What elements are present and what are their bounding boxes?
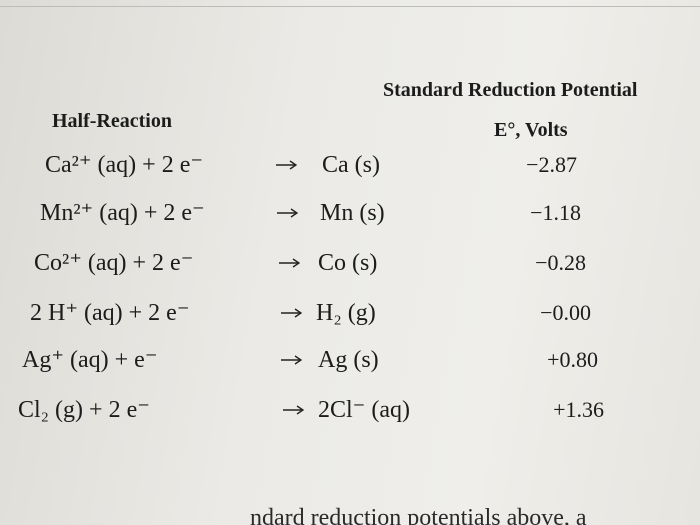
potential: −1.18 (530, 200, 581, 225)
products: Ag (s) (318, 347, 379, 373)
reactants: Cl₂ (g) + 2 e⁻ (18, 397, 150, 423)
reaction-arrow (276, 160, 297, 170)
products: 2Cl⁻ (aq) (318, 397, 410, 423)
reaction-arrow (283, 405, 304, 415)
potential: +0.80 (547, 347, 598, 372)
column-header: Half-Reaction (52, 110, 172, 132)
reaction-arrow (281, 355, 302, 365)
products: H₂ (g) (316, 300, 376, 326)
footer-text: ndard reduction potentials above, a (250, 505, 587, 525)
potential: −2.87 (526, 152, 577, 177)
reactants: Ca²⁺ (aq) + 2 e⁻ (45, 152, 204, 178)
reaction-arrow (281, 308, 302, 318)
column-group-header: Standard Reduction Potential (383, 79, 638, 101)
potential: −0.00 (540, 300, 591, 325)
reactants: 2 H⁺ (aq) + 2 e⁻ (30, 300, 190, 326)
reactants: Ag⁺ (aq) + e⁻ (22, 347, 158, 373)
products: Mn (s) (320, 200, 385, 226)
reaction-arrow (277, 208, 298, 218)
products: Co (s) (318, 250, 378, 276)
page-edge (0, 0, 700, 7)
reactants: Co²⁺ (aq) + 2 e⁻ (34, 250, 194, 276)
products: Ca (s) (322, 152, 380, 178)
column-header: E°, Volts (494, 119, 568, 141)
reaction-arrow (279, 258, 300, 268)
potential: −0.28 (535, 250, 586, 275)
reactants: Mn²⁺ (aq) + 2 e⁻ (40, 200, 205, 226)
potential: +1.36 (553, 397, 604, 422)
